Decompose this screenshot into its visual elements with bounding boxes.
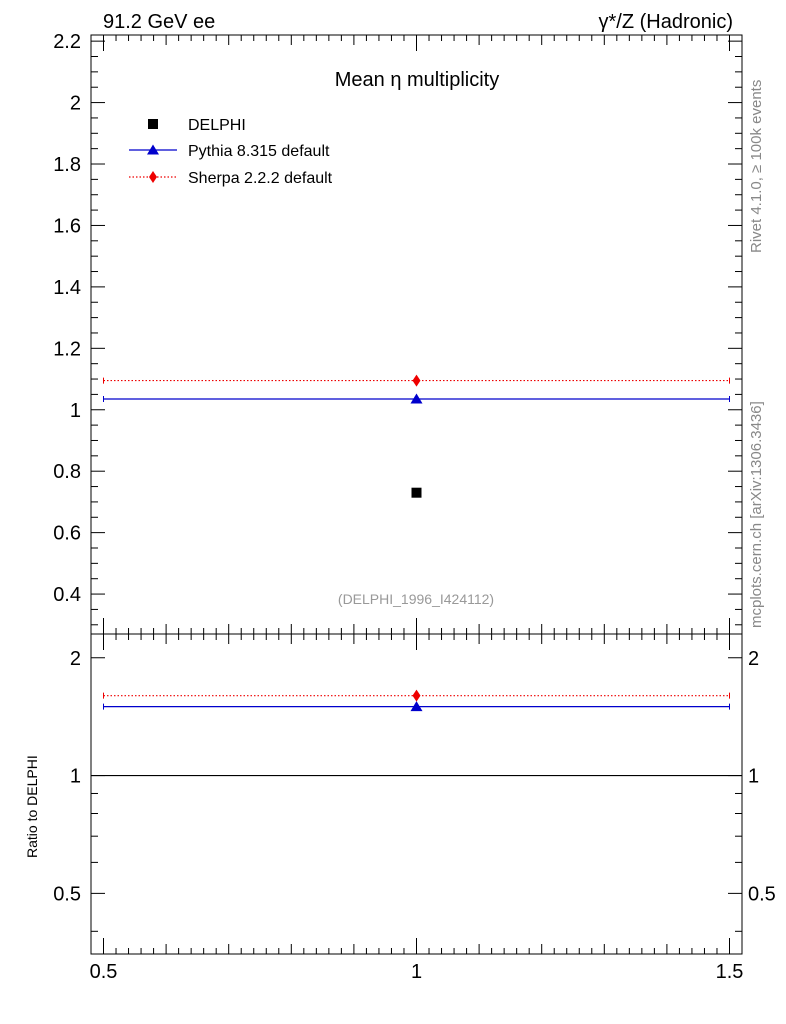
main-y-axis: 0.4 0.6 0.8 1 1.2 1.4 1.6 1.8 2 2.2	[53, 31, 742, 626]
data-point-delphi	[411, 487, 422, 498]
process-label: γ*/Z (Hadronic)	[599, 11, 733, 33]
legend-entry-pythia: Pythia 8.315 default	[129, 143, 330, 160]
legend-label-pythia: Pythia 8.315 default	[188, 143, 330, 160]
ratio-point-pythia	[410, 701, 423, 712]
ratio-y-tick-label: 1	[70, 766, 81, 788]
ratio-y-axis: 0.5 0.5 1 1 2 2	[53, 648, 776, 932]
main-y-tick-label: 2	[70, 93, 81, 115]
main-x-ticks	[103, 35, 730, 634]
ratio-panel: 0.5 0.5 1 1 2 2 0.5 1 1.5 Ratio to DELPHI	[24, 633, 776, 983]
main-y-tick-label: 1	[70, 400, 81, 422]
mcplots-label: mcplots.cern.ch [arXiv:1306.3436]	[748, 401, 765, 628]
data-point-sherpa	[412, 374, 421, 387]
x-tick-label: 1.5	[716, 961, 744, 983]
legend-marker-delphi	[148, 119, 158, 129]
main-y-tick-label: 0.8	[53, 461, 81, 483]
main-y-tick-label: 1.4	[53, 277, 81, 299]
ratio-point-sherpa	[412, 689, 421, 702]
chart-title: Mean η multiplicity	[335, 69, 500, 91]
main-panel: 0.4 0.6 0.8 1 1.2 1.4 1.6 1.8 2 2.2 Mean η multip…	[53, 31, 743, 635]
ratio-y-axis-label: Ratio to DELPHI	[24, 755, 40, 858]
ratio-y-tick-label-right: 1	[748, 766, 759, 788]
legend: DELPHI Pythia 8.315 default Sherpa 2.2.2…	[129, 117, 333, 187]
legend-label-delphi: DELPHI	[188, 117, 246, 134]
ratio-y-tick-label-right: 2	[748, 648, 759, 670]
energy-label: 91.2 GeV ee	[103, 11, 215, 33]
legend-entry-delphi: DELPHI	[148, 117, 246, 134]
main-y-tick-label: 0.4	[53, 584, 81, 606]
x-axis: 0.5 1 1.5	[90, 634, 744, 983]
x-tick-label: 1	[411, 961, 422, 983]
legend-entry-sherpa: Sherpa 2.2.2 default	[129, 170, 333, 187]
analysis-label: (DELPHI_1996_I424112)	[338, 591, 494, 607]
legend-label-sherpa: Sherpa 2.2.2 default	[188, 170, 333, 187]
ratio-y-tick-label-right: 0.5	[748, 883, 776, 905]
rivet-label: Rivet 4.1.0, ≥ 100k events	[748, 80, 765, 253]
ratio-y-tick-label: 0.5	[53, 883, 81, 905]
main-y-tick-label: 1.8	[53, 154, 81, 176]
data-point-pythia	[410, 393, 423, 404]
x-tick-label: 0.5	[90, 961, 118, 983]
main-y-tick-label: 1.6	[53, 215, 81, 237]
ratio-series	[91, 689, 742, 777]
ratio-panel-frame	[90, 633, 743, 955]
main-y-tick-label: 2.2	[53, 31, 81, 53]
legend-marker-sherpa	[149, 171, 157, 183]
main-y-tick-label: 1.2	[53, 338, 81, 360]
ratio-y-tick-label: 2	[70, 648, 81, 670]
main-series	[103, 374, 730, 498]
main-y-tick-label: 0.6	[53, 523, 81, 545]
legend-marker-pythia	[147, 144, 159, 155]
